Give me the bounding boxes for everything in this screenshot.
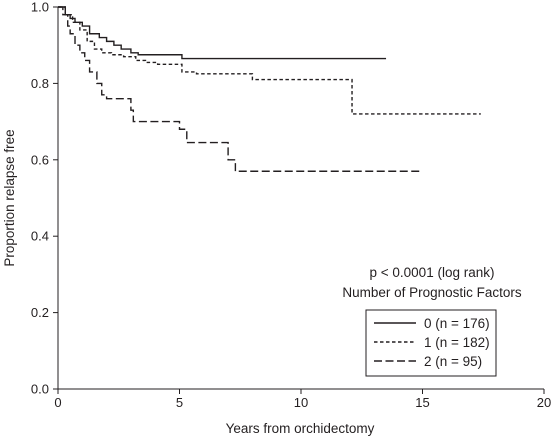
x-tick-label: 0 [54, 395, 61, 410]
y-tick-label: 0.6 [31, 152, 49, 167]
y-tick-label: 0.8 [31, 76, 49, 91]
legend-box [365, 309, 497, 377]
legend: 0 (n = 176) 1 (n = 182) 2 (n = 95) [365, 309, 497, 377]
legend-label-2: 2 (n = 95) [424, 354, 482, 369]
legend-title: Number of Prognostic Factors [342, 285, 522, 300]
x-tick-label: 15 [415, 395, 429, 410]
x-tick-label: 10 [294, 395, 308, 410]
series-line-1 [58, 6, 481, 115]
x-axis-title: Years from orchidectomy [226, 421, 375, 436]
series-line-2 [58, 6, 421, 172]
y-tick-label: 1.0 [31, 0, 49, 15]
y-ticks: 0.0 0.2 0.4 0.6 0.8 1.0 [31, 0, 58, 397]
y-axis-title: Proportion relapse free [2, 129, 17, 266]
p-value-annotation: p < 0.0001 (log rank) [370, 265, 495, 280]
y-tick-label: 0.2 [31, 305, 49, 320]
series-layer [58, 6, 481, 172]
series-line-0 [58, 6, 387, 60]
axes [57, 7, 544, 390]
x-ticks: 0 5 10 15 20 [54, 389, 551, 410]
legend-label-1: 1 (n = 182) [424, 335, 490, 350]
legend-label-0: 0 (n = 176) [424, 316, 490, 331]
y-tick-label: 0.4 [31, 229, 49, 244]
x-tick-label: 20 [537, 395, 551, 410]
x-tick-label: 5 [176, 395, 183, 410]
y-tick-label: 0.0 [31, 382, 49, 397]
